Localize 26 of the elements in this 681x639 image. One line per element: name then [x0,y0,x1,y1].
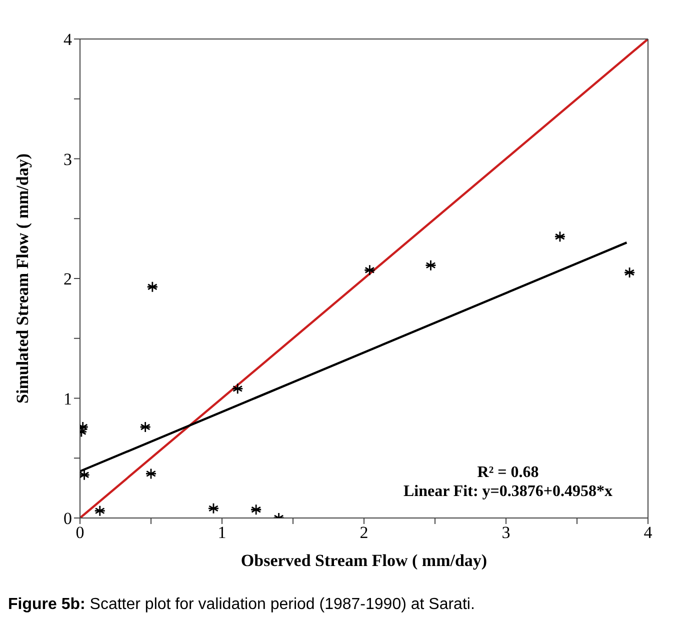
y-tick-label: 1 [64,389,72,408]
annotation: Linear Fit: y=0.3876+0.4958*x [402,482,614,501]
point [250,504,262,516]
x-tick-label: 1 [218,523,226,542]
x-tick-label: 0 [76,523,84,542]
point [624,266,636,278]
point [208,502,220,514]
point [146,281,158,293]
y-tick-label: 4 [64,30,72,50]
point [140,421,152,433]
x-axis-title: Observed Stream Flow ( mm/day) [240,551,488,570]
caption: Figure 5b: Scatter plot for validation period (1987-1990) at Sarati. [8,596,476,614]
point [425,260,436,272]
x-tick-label: 2 [360,523,368,542]
point [554,230,566,242]
x-tick-label: 3 [502,523,510,542]
point [364,264,376,276]
annotation: R² = 0.68 [476,463,540,482]
y-tick-label: 3 [64,150,72,169]
y-axis-title: Simulated Stream Flow ( mm/day) [13,154,32,404]
y-tick-label: 2 [64,270,72,289]
y-tick-label: 0 [64,509,72,528]
point [232,382,244,394]
point [94,505,106,517]
x-tick-label: 4 [644,523,653,542]
point [145,468,157,480]
